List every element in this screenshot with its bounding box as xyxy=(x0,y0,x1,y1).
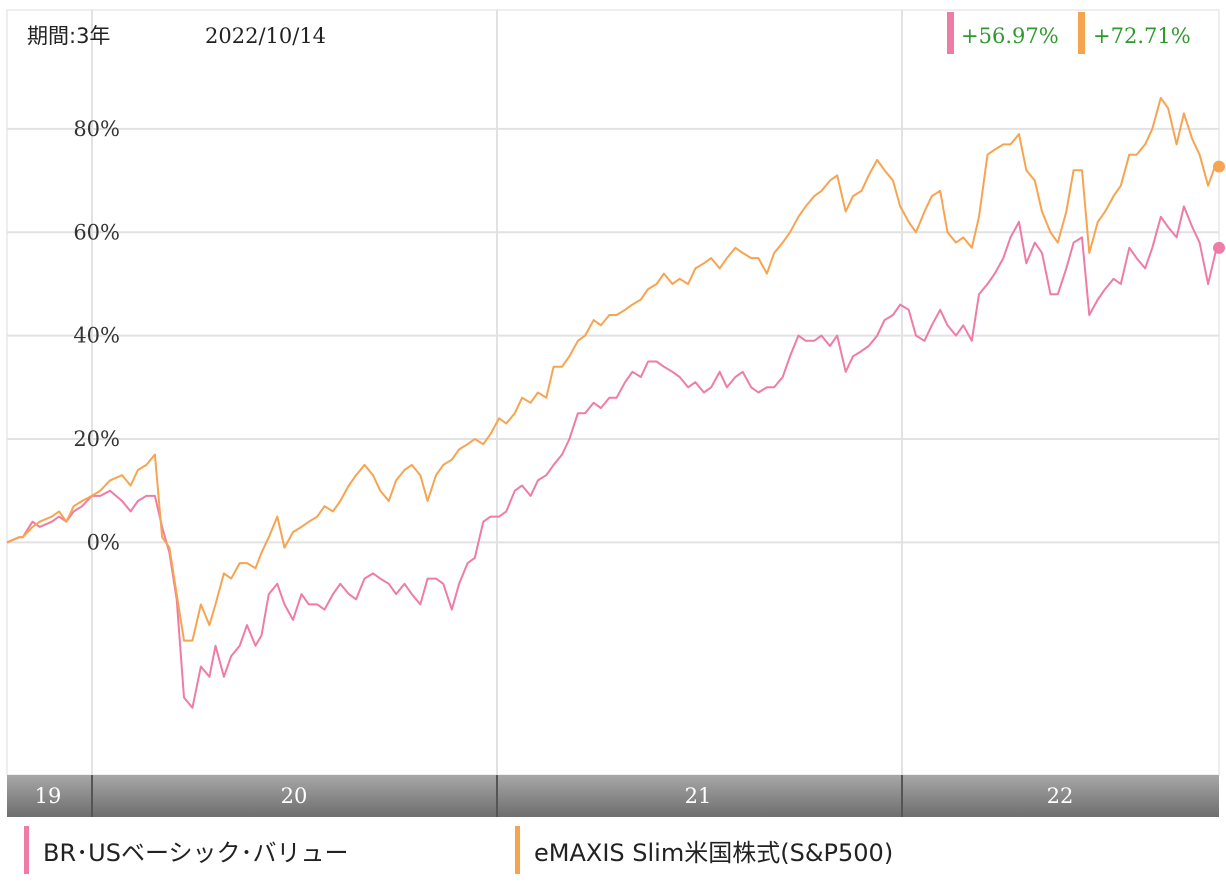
year-label-20: 20 xyxy=(281,784,308,808)
vertical-gridlines xyxy=(91,10,903,775)
legend-swatch-pink xyxy=(24,826,29,874)
legend-item-br-us-basic-value: BR･USベーシック･バリュー xyxy=(24,826,348,874)
series1-change-value: +56.97% xyxy=(961,24,1059,48)
y-tick-label: 60% xyxy=(73,220,120,244)
legend-swatch-orange xyxy=(515,826,520,874)
legend-item-emaxis-slim-sp500: eMAXIS Slim米国株式(S&P500) xyxy=(515,826,893,874)
y-tick-label: 0% xyxy=(87,530,120,554)
y-tick-label: 40% xyxy=(73,324,120,348)
year-label-21: 21 xyxy=(685,784,712,808)
series-end-point-2 xyxy=(1213,160,1225,173)
series-line-2 xyxy=(6,96,1220,642)
date-label: 2022/10/14 xyxy=(205,24,326,48)
y-tick-label: 80% xyxy=(73,117,120,141)
period-label: 期間:3年 xyxy=(27,24,110,48)
series-lines xyxy=(6,96,1220,709)
series2-change-marker xyxy=(1078,12,1085,54)
line-chart: 0%20%40%60%80% 期間:3年 2022/10/14 +56.97% … xyxy=(6,9,1225,817)
year-label-19: 19 xyxy=(35,784,62,808)
legend-label: BR･USベーシック･バリュー xyxy=(43,838,349,867)
legend: BR･USベーシック･バリュー eMAXIS Slim米国株式(S&P500) xyxy=(0,818,1226,878)
year-label-22: 22 xyxy=(1047,784,1074,808)
legend-label: eMAXIS Slim米国株式(S&P500) xyxy=(534,838,894,867)
series-line-1 xyxy=(6,205,1220,709)
series1-change-marker xyxy=(947,12,954,54)
series-end-markers xyxy=(1213,160,1225,254)
horizontal-gridlines xyxy=(7,127,1219,544)
y-tick-label: 20% xyxy=(73,427,120,451)
y-axis-tick-labels: 0% 20% 40% 60% 80% xyxy=(73,117,120,555)
time-axis-bar xyxy=(7,775,1219,817)
plot-area xyxy=(6,9,1220,776)
series2-change-value: +72.71% xyxy=(1093,24,1191,48)
series-end-point-1 xyxy=(1213,241,1225,254)
